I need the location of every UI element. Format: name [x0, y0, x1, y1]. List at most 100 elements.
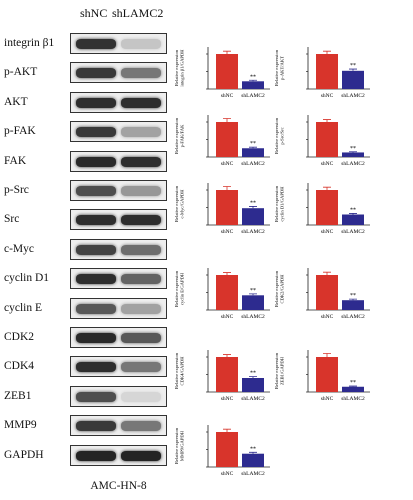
blot-label: GAPDH [4, 448, 44, 461]
error-bar [223, 428, 231, 432]
bar-shnc [216, 122, 238, 157]
bar-shlamc2 [242, 81, 264, 89]
x-tick-label: shLAMC2 [341, 161, 365, 167]
band-shlamc2 [121, 362, 161, 373]
y-axis-label: Relative expressionc-Myc/GAPDH [174, 185, 185, 222]
x-tick-label: shLAMC2 [241, 229, 265, 235]
bar-shlamc2 [242, 453, 264, 467]
blot-label: FAK [4, 154, 27, 167]
bar-shnc [216, 357, 238, 392]
x-tick-label: shLAMC2 [241, 471, 265, 477]
x-tick-label: shLAMC2 [341, 229, 365, 235]
bar-shlamc2 [342, 70, 364, 89]
blot-strip [70, 385, 167, 407]
band-shnc [76, 186, 116, 196]
y-axis-label: Relative expressionZEB1/GAPDH [274, 352, 285, 389]
band-shnc [76, 156, 116, 167]
significance-label: ** [350, 207, 356, 213]
error-bar [323, 50, 331, 54]
significance-label: ** [250, 141, 256, 147]
bar-shnc [316, 190, 338, 225]
band-shnc [76, 215, 116, 226]
bar-shlamc2 [342, 386, 364, 392]
y-axis-label: Relative expressioncyclin D1/GAPDH [274, 185, 285, 222]
x-tick-label: shLAMC2 [241, 93, 265, 99]
bar-shnc [216, 432, 238, 467]
bar-shnc [216, 54, 238, 89]
significance-label: ** [350, 380, 356, 386]
band-shlamc2 [121, 391, 161, 402]
error-bar [249, 146, 257, 149]
blot-strip [70, 356, 167, 378]
error-bar [223, 118, 231, 122]
significance-label: ** [350, 146, 356, 152]
band-shlamc2 [121, 450, 161, 461]
band-shlamc2 [121, 156, 161, 167]
bar-chart: Relative expressionp-FAK/FAK shNC shLAMC2 *… [174, 115, 270, 167]
bar-shnc [316, 275, 338, 310]
bar-shlamc2 [242, 378, 264, 392]
x-tick-label: shNC [321, 229, 334, 235]
x-tick-label: shLAMC2 [341, 314, 365, 320]
bar-shlamc2 [342, 214, 364, 225]
bar-shlamc2 [242, 148, 264, 157]
error-bar [349, 68, 357, 71]
band-shnc [76, 39, 116, 49]
blot-label: CDK2 [4, 331, 35, 343]
blot-strip [70, 327, 167, 348]
y-axis-label: Relative expressionp-FAK/FAK [174, 117, 185, 154]
error-bar [223, 186, 231, 190]
error-bar [349, 385, 357, 387]
error-bar [323, 119, 331, 122]
band-shlamc2 [121, 186, 161, 196]
x-tick-label: shNC [221, 314, 234, 320]
y-axis-label: Relative expressionp-Src/Src [274, 117, 285, 154]
band-shnc [76, 303, 116, 314]
lane-header-shnc: shNC [80, 6, 108, 20]
error-bar [323, 353, 331, 357]
error-bar [223, 50, 231, 54]
blot-label: AKT [4, 95, 28, 108]
blot-strip [70, 268, 167, 290]
x-tick-label: shNC [321, 396, 334, 402]
bar-chart: Relative expressioncyclin D1/GAPDH shNC sh… [274, 183, 370, 235]
blot-label: p-AKT [4, 66, 38, 79]
error-bar [249, 79, 257, 82]
band-shlamc2 [121, 215, 161, 226]
significance-label: ** [250, 371, 256, 377]
band-shnc [76, 421, 116, 432]
significance-label: ** [350, 293, 356, 299]
band-shnc [76, 97, 116, 108]
error-bar [249, 451, 257, 454]
band-shlamc2 [121, 97, 161, 108]
error-bar [323, 186, 331, 190]
x-tick-label: shNC [321, 314, 334, 320]
band-shlamc2 [121, 244, 161, 255]
y-axis-label: Relative expressioncyclin E/GAPDH [174, 270, 185, 307]
band-shlamc2 [121, 274, 161, 285]
bar-shnc [316, 54, 338, 89]
band-shnc [76, 450, 116, 461]
x-tick-label: shLAMC2 [241, 161, 265, 167]
significance-label: ** [350, 63, 356, 69]
bar-chart: Relative expressionCDK4/GAPDH shNC shLAMC2… [174, 350, 270, 402]
error-bar [249, 206, 257, 209]
error-bar [249, 293, 257, 296]
blot-strip [70, 415, 167, 437]
error-bar [223, 272, 231, 275]
bar-shnc [216, 275, 238, 310]
band-shlamc2 [121, 333, 161, 343]
blot-label: MMP9 [4, 419, 37, 432]
band-shnc [76, 274, 116, 285]
blot-label: p-FAK [4, 125, 36, 138]
error-bar [349, 298, 357, 301]
blot-label: cyclin E [4, 301, 42, 314]
significance-label: ** [250, 74, 256, 80]
bar-chart: Relative expressionCDK2/GAPDH shNC shLAMC2… [274, 268, 370, 320]
bar-chart: Relative expressioncyclin E/GAPDH shNC shL… [174, 268, 270, 320]
bar-chart: Relative expressionp-AKT/AKT shNC shLAMC2 *… [274, 47, 370, 99]
band-shnc [76, 333, 116, 343]
error-bar [249, 376, 257, 378]
blot-strip [70, 444, 167, 466]
x-tick-label: shNC [221, 161, 234, 167]
